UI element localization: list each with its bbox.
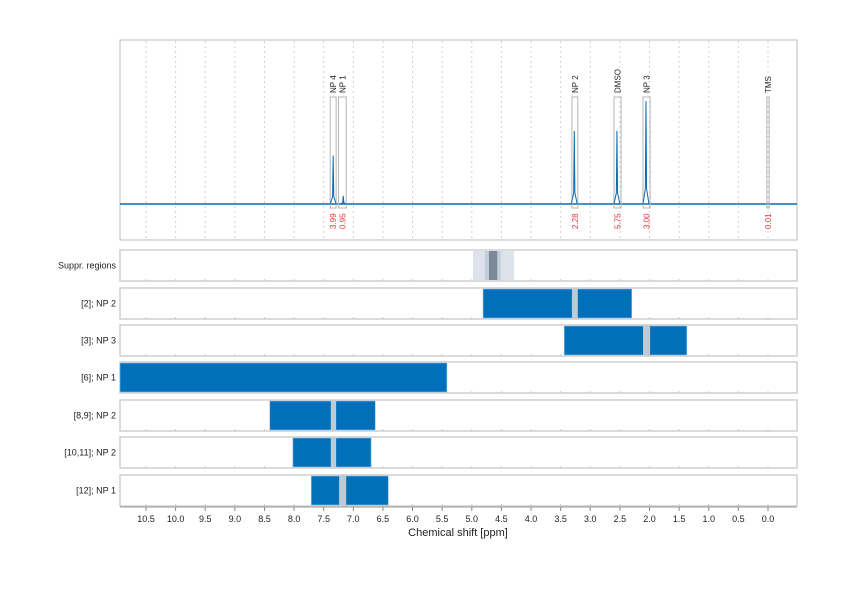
x-tick-label: 2.5 [614, 514, 627, 524]
spectrum: NP 4 3.99 NP 1 0.95 NP 2 2.28 DMSO 5.75 NP 3 3.00… [120, 69, 797, 229]
peak-integral: 2.28 [571, 213, 580, 229]
x-tick-label: 4.5 [495, 514, 508, 524]
x-tick-label: 6.0 [406, 514, 419, 524]
x-tick-label: 9.5 [199, 514, 212, 524]
peak-box [642, 96, 651, 209]
x-tick-label: 4.0 [525, 514, 538, 524]
spectrum-peak [642, 100, 650, 205]
spectrum-peak [613, 130, 621, 205]
peak-integral: 3.99 [329, 213, 338, 229]
x-tick-label: 2.0 [643, 514, 656, 524]
x-axis-label: Chemical shift [ppm] [408, 527, 508, 539]
peak-integral: 0.01 [764, 213, 773, 229]
x-tick-label: 10.5 [137, 514, 155, 524]
peak-box [338, 96, 347, 209]
region-row: [8,9]; NP 2 [74, 399, 798, 432]
x-axis: 10.5 10.0 9.5 9.0 8.5 8.0 7.5 7.0 6.5 6.0 5.5 5.0 4.… [120, 506, 797, 524]
region-row: Suppr. regions [58, 249, 798, 282]
row-frame [119, 249, 798, 282]
row-label: [6]; NP 1 [81, 373, 116, 383]
peak-label: NP 2 [571, 75, 580, 93]
peak-label: NP 4 [329, 75, 338, 93]
region-bar [482, 288, 633, 319]
row-label: [12]; NP 1 [76, 486, 116, 496]
row-frame [119, 287, 798, 320]
peak-label: TMS [764, 76, 773, 93]
peak-integral: 0.95 [338, 213, 347, 229]
x-tick-label: 3.0 [584, 514, 597, 524]
row-label: [10,11]; NP 2 [64, 448, 116, 458]
spectrum-peak [329, 155, 337, 205]
region-bar [119, 362, 448, 393]
peak-label: DMSO [614, 69, 623, 93]
excluded-region [339, 476, 347, 505]
region-row: [10,11]; NP 2 [64, 436, 798, 469]
region-bar [563, 325, 688, 356]
peak-label: NP 3 [643, 75, 652, 93]
region-bar [310, 475, 389, 506]
grid [145, 41, 769, 239]
row-label: [2]; NP 2 [81, 299, 116, 309]
x-tick-label: 8.5 [258, 514, 271, 524]
excluded-region [330, 401, 337, 430]
x-tick-label: 8.0 [288, 514, 301, 524]
region-row: [12]; NP 1 [76, 474, 798, 507]
region-rows: Suppr. regions [2]; NP 2 [3]; NP 3 [6]; NP … [58, 249, 798, 507]
region-bar [269, 400, 376, 431]
x-tick-label: 1.0 [703, 514, 716, 524]
suppression-band [488, 251, 498, 280]
x-tick-label: 1.5 [673, 514, 686, 524]
x-tick-label: 0.0 [762, 514, 775, 524]
row-frame [119, 474, 798, 507]
x-tick-label: 6.5 [377, 514, 390, 524]
row-frame [119, 324, 798, 357]
x-tick-label: 3.5 [554, 514, 567, 524]
peak-box [613, 96, 622, 209]
spectrum-peak [570, 130, 578, 205]
peak-box [329, 96, 337, 209]
peak-integral: 3.00 [643, 213, 652, 229]
spectrum-panel [119, 39, 798, 241]
peak-label: NP 1 [338, 75, 347, 93]
row-label: [8,9]; NP 2 [74, 411, 116, 421]
x-tick-label: 7.5 [317, 514, 330, 524]
excluded-region [571, 289, 578, 318]
region-row: [3]; NP 3 [81, 324, 798, 357]
x-tick-label: 10.0 [167, 514, 185, 524]
region-row: [2]; NP 2 [81, 287, 798, 320]
spectrum-peak [340, 195, 347, 205]
peak-box [571, 96, 579, 209]
row-frame [119, 436, 798, 469]
excluded-region [330, 438, 337, 467]
x-tick-label: 5.0 [466, 514, 479, 524]
row-frame [119, 399, 798, 432]
region-row: [6]; NP 1 [81, 361, 798, 394]
excluded-region [643, 326, 651, 355]
x-tick-label: 5.5 [436, 514, 449, 524]
peak-box [766, 96, 770, 209]
x-tick-label: 9.0 [229, 514, 242, 524]
x-tick-label: 0.5 [732, 514, 745, 524]
x-tick-label: 7.0 [347, 514, 360, 524]
row-label: [3]; NP 3 [81, 336, 116, 346]
row-label: Suppr. regions [58, 261, 117, 271]
peak-integral: 5.75 [614, 213, 623, 229]
